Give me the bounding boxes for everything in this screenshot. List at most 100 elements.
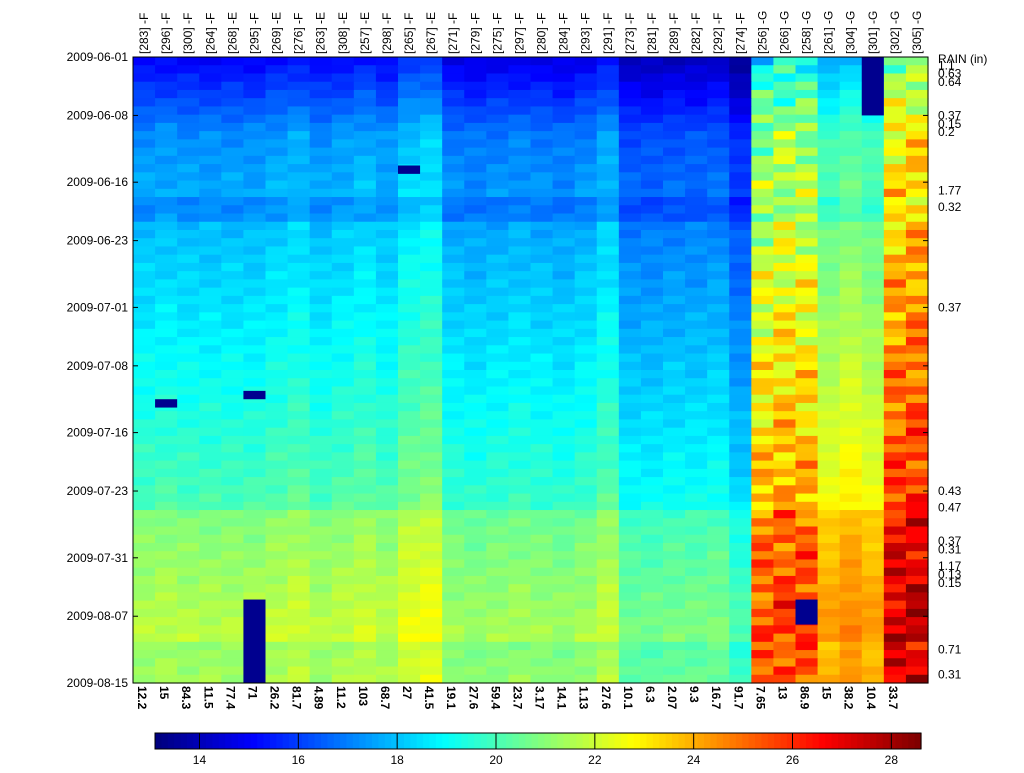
heatmap-cell xyxy=(618,188,642,198)
heatmap-cell xyxy=(508,139,532,149)
heatmap-cell xyxy=(530,493,554,503)
heatmap-cell xyxy=(530,221,554,231)
heatmap-cell xyxy=(905,633,929,643)
heatmap-cell xyxy=(552,427,576,437)
heatmap-cell xyxy=(640,57,664,66)
heatmap-cell xyxy=(508,633,532,643)
heatmap-cell xyxy=(508,370,532,379)
heatmap-cell xyxy=(795,658,819,668)
heatmap-cell xyxy=(398,559,421,569)
heatmap-cell xyxy=(243,238,267,248)
heatmap-cell xyxy=(287,617,311,626)
heatmap-cell xyxy=(331,518,355,528)
column-label: [308] -E xyxy=(336,12,350,54)
heatmap-cell xyxy=(552,139,576,149)
heatmap-cell xyxy=(265,353,289,363)
heatmap-cell xyxy=(530,460,554,470)
colorbar-segment xyxy=(359,733,367,749)
heatmap-cell xyxy=(199,394,222,404)
heatmap-cell xyxy=(905,114,929,124)
heatmap-cell xyxy=(265,452,289,462)
colorbar-segment xyxy=(263,733,271,749)
heatmap-cell xyxy=(309,485,333,495)
heatmap-cell xyxy=(199,600,222,610)
heatmap-cell xyxy=(574,419,598,429)
heatmap-cell xyxy=(618,106,642,116)
heatmap-cell xyxy=(839,89,863,99)
heatmap-cell xyxy=(353,73,377,83)
heatmap-cell xyxy=(353,584,377,593)
heatmap-cell xyxy=(287,304,311,313)
heatmap-cell xyxy=(265,279,289,289)
heatmap-cell xyxy=(905,641,929,651)
heatmap-cell xyxy=(574,279,598,289)
heatmap-cell xyxy=(618,534,642,544)
heatmap-cell xyxy=(133,419,156,429)
heatmap-cell xyxy=(133,444,156,453)
heatmap-cell xyxy=(817,427,841,437)
heatmap-cell xyxy=(486,312,510,322)
heatmap-cell xyxy=(243,584,267,593)
heatmap-cell xyxy=(375,229,399,239)
heatmap-cell xyxy=(618,122,642,132)
heatmap-cell xyxy=(905,188,929,198)
heatmap-cell xyxy=(331,312,355,322)
heatmap-cell xyxy=(663,345,686,355)
heatmap-cell xyxy=(331,468,355,478)
colorbar-segment xyxy=(895,733,903,749)
heatmap-cell xyxy=(861,279,885,289)
heatmap-cell xyxy=(729,485,752,495)
heatmap-cell xyxy=(883,370,907,379)
heatmap-cell xyxy=(133,551,156,561)
heatmap-cell xyxy=(420,386,443,396)
heatmap-cell xyxy=(905,370,929,379)
column-label: [267] -E xyxy=(424,12,438,54)
heatmap-cell xyxy=(420,584,443,593)
heatmap-cell xyxy=(177,106,200,116)
heatmap-cell xyxy=(177,608,200,618)
heatmap-cell xyxy=(398,122,421,132)
heatmap-cell xyxy=(177,287,200,297)
heatmap-cell xyxy=(729,641,752,651)
heatmap-cell xyxy=(640,221,664,231)
heatmap-cell xyxy=(486,402,510,412)
heatmap-cell xyxy=(773,205,797,215)
heatmap-cell xyxy=(663,73,686,83)
heatmap-cell xyxy=(177,57,200,66)
heatmap-cell xyxy=(618,427,642,437)
heatmap-cell xyxy=(839,477,863,486)
heatmap-cell xyxy=(905,674,929,684)
heatmap-cell xyxy=(596,81,620,91)
heatmap-cell xyxy=(729,106,752,116)
colorbar-segment xyxy=(365,733,373,749)
heatmap-cell xyxy=(640,295,664,305)
heatmap-cell xyxy=(773,337,797,346)
heatmap-cell xyxy=(375,172,399,182)
heatmap-cell xyxy=(221,559,245,569)
heatmap-cell xyxy=(375,650,399,659)
heatmap-cell xyxy=(442,304,465,313)
heatmap-cell xyxy=(442,592,465,602)
heatmap-cell xyxy=(331,122,355,132)
heatmap-cell xyxy=(795,633,819,643)
heatmap-cell xyxy=(883,551,907,561)
heatmap-cell xyxy=(861,542,885,552)
heatmap-cell xyxy=(596,468,620,478)
heatmap-cell xyxy=(265,477,289,486)
heatmap-cell xyxy=(375,139,399,149)
heatmap-cell xyxy=(839,608,863,618)
heatmap-cell xyxy=(353,485,377,495)
heatmap-cell xyxy=(663,122,686,132)
heatmap-cell xyxy=(861,370,885,379)
heatmap-cell xyxy=(353,328,377,338)
heatmap-cell xyxy=(574,229,598,239)
heatmap-cell xyxy=(530,312,554,322)
heatmap-cell xyxy=(287,526,311,536)
heatmap-cell xyxy=(640,164,664,173)
heatmap-cell xyxy=(265,641,289,651)
heatmap-cell xyxy=(817,353,841,363)
heatmap-cell xyxy=(707,592,730,602)
heatmap-cell xyxy=(817,617,841,626)
heatmap-cell xyxy=(442,89,465,99)
heatmap-cell xyxy=(552,131,576,140)
